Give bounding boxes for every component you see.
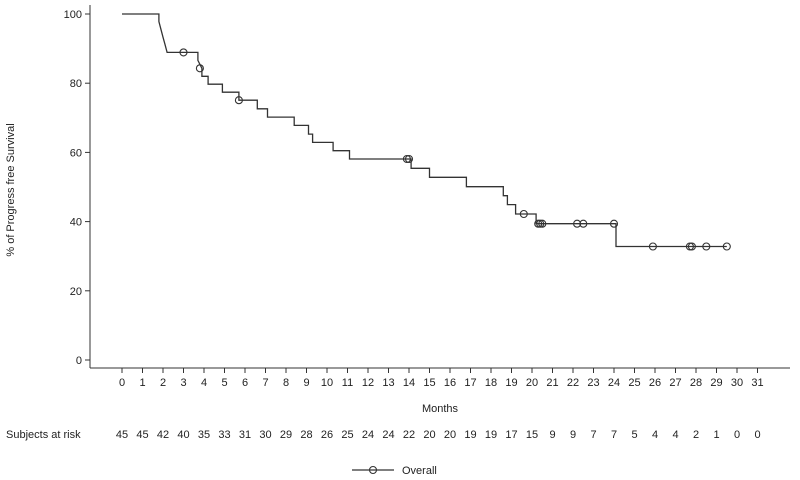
x-tick-label: 0: [119, 377, 125, 389]
x-tick-label: 23: [587, 377, 599, 389]
legend: Overall: [352, 465, 437, 477]
x-tick-label: 13: [382, 377, 394, 389]
risk-value: 40: [177, 429, 189, 441]
censor-mark: [536, 219, 545, 228]
x-tick-label: 24: [608, 377, 620, 389]
risk-value: 4: [672, 429, 678, 441]
risk-value: 0: [734, 429, 740, 441]
censor-mark: [573, 219, 582, 228]
survival-line-overall: [122, 13, 727, 248]
x-tick-label: 8: [283, 377, 289, 389]
risk-value: 2: [693, 429, 699, 441]
censor-mark: [404, 154, 414, 164]
censor-mark: [702, 242, 711, 251]
censor-mark: [687, 242, 696, 251]
risk-value: 33: [218, 429, 230, 441]
x-tick-label: 19: [505, 377, 517, 389]
survival-curve: [122, 13, 727, 248]
x-tick-label: 1: [139, 377, 145, 389]
legend-label-overall: Overall: [402, 465, 437, 477]
censor-mark: [579, 219, 588, 228]
x-tick-label: 20: [526, 377, 538, 389]
censor-mark: [234, 96, 243, 105]
x-tick-label: 29: [710, 377, 722, 389]
x-tick-label: 26: [649, 377, 661, 389]
x-tick-label: 14: [403, 377, 415, 389]
censor-mark: [402, 154, 411, 164]
y-tick-label: 60: [70, 147, 82, 159]
y-axis-title: % of Progress free Survival: [5, 123, 17, 256]
risk-value: 9: [570, 429, 576, 441]
risk-value: 4: [652, 429, 658, 441]
risk-value: 9: [549, 429, 555, 441]
y-tick-label: 100: [64, 9, 82, 21]
risk-value: 28: [300, 429, 312, 441]
x-tick-label: 27: [669, 377, 681, 389]
censor-marks: [179, 48, 731, 251]
x-tick-label: 9: [303, 377, 309, 389]
risk-value: 7: [611, 429, 617, 441]
y-tick-label: 20: [70, 286, 82, 298]
x-tick-label: 12: [362, 377, 374, 389]
risk-value: 17: [505, 429, 517, 441]
x-tick-label: 31: [751, 377, 763, 389]
x-tick-label: 15: [423, 377, 435, 389]
censor-mark: [179, 48, 188, 57]
risk-value: 45: [116, 429, 128, 441]
risk-value: 5: [631, 429, 637, 441]
x-tick-label: 16: [444, 377, 456, 389]
risk-value: 26: [321, 429, 333, 441]
risk-value: 1: [713, 429, 719, 441]
risk-value: 22: [403, 429, 415, 441]
x-axis-title: Months: [422, 403, 459, 415]
risk-value: 7: [590, 429, 596, 441]
risk-value: 31: [239, 429, 251, 441]
y-tick-label: 40: [70, 217, 82, 229]
risk-value: 29: [280, 429, 292, 441]
x-tick-label: 28: [690, 377, 702, 389]
x-tick-label: 4: [201, 377, 207, 389]
x-tick-label: 7: [262, 377, 268, 389]
y-tick-label: 0: [76, 355, 82, 367]
risk-value: 45: [136, 429, 148, 441]
risk-value: 0: [754, 429, 760, 441]
x-tick-label: 6: [242, 377, 248, 389]
censor-mark: [519, 209, 528, 219]
x-tick-label: 25: [628, 377, 640, 389]
x-tick-label: 18: [485, 377, 497, 389]
risk-value: 20: [423, 429, 435, 441]
censor-mark: [538, 219, 547, 228]
risk-table-label: Subjects at risk: [6, 429, 81, 441]
risk-value: 24: [382, 429, 394, 441]
risk-value: 20: [444, 429, 456, 441]
x-tick-label: 30: [731, 377, 743, 389]
x-tick-label: 10: [321, 377, 333, 389]
x-tick-label: 11: [342, 377, 353, 389]
x-tick-label: 21: [546, 377, 558, 389]
risk-value: 42: [157, 429, 169, 441]
risk-value: 19: [464, 429, 476, 441]
x-ticks: 0 1 2 3 4 5 6 7 8 9 10 11 12 13 14 15 16 17 18 19 20 21 22 23 24…: [119, 368, 764, 389]
x-tick-label: 3: [180, 377, 186, 389]
censor-mark: [648, 242, 657, 251]
legend-marker: [368, 465, 378, 475]
risk-value: 25: [341, 429, 353, 441]
y-ticks: 0 20 40 60 80 100: [64, 9, 90, 367]
censor-mark: [722, 242, 731, 251]
risk-value: 15: [526, 429, 538, 441]
censor-mark: [609, 219, 619, 228]
x-tick-label: 22: [567, 377, 579, 389]
x-tick-label: 5: [221, 377, 227, 389]
censor-mark: [195, 64, 204, 73]
x-tick-label: 17: [464, 377, 476, 389]
risk-value: 24: [362, 429, 374, 441]
axes: [89, 5, 790, 369]
risk-value: 19: [485, 429, 497, 441]
y-tick-label: 80: [70, 78, 82, 90]
risk-value: 35: [198, 429, 210, 441]
risk-table-values: 45 45 42 40 35 33 31 30 29 28 26 25 24 24 22 20 20 19 19 17…: [116, 429, 761, 441]
x-tick-label: 2: [160, 377, 166, 389]
risk-value: 30: [259, 429, 271, 441]
